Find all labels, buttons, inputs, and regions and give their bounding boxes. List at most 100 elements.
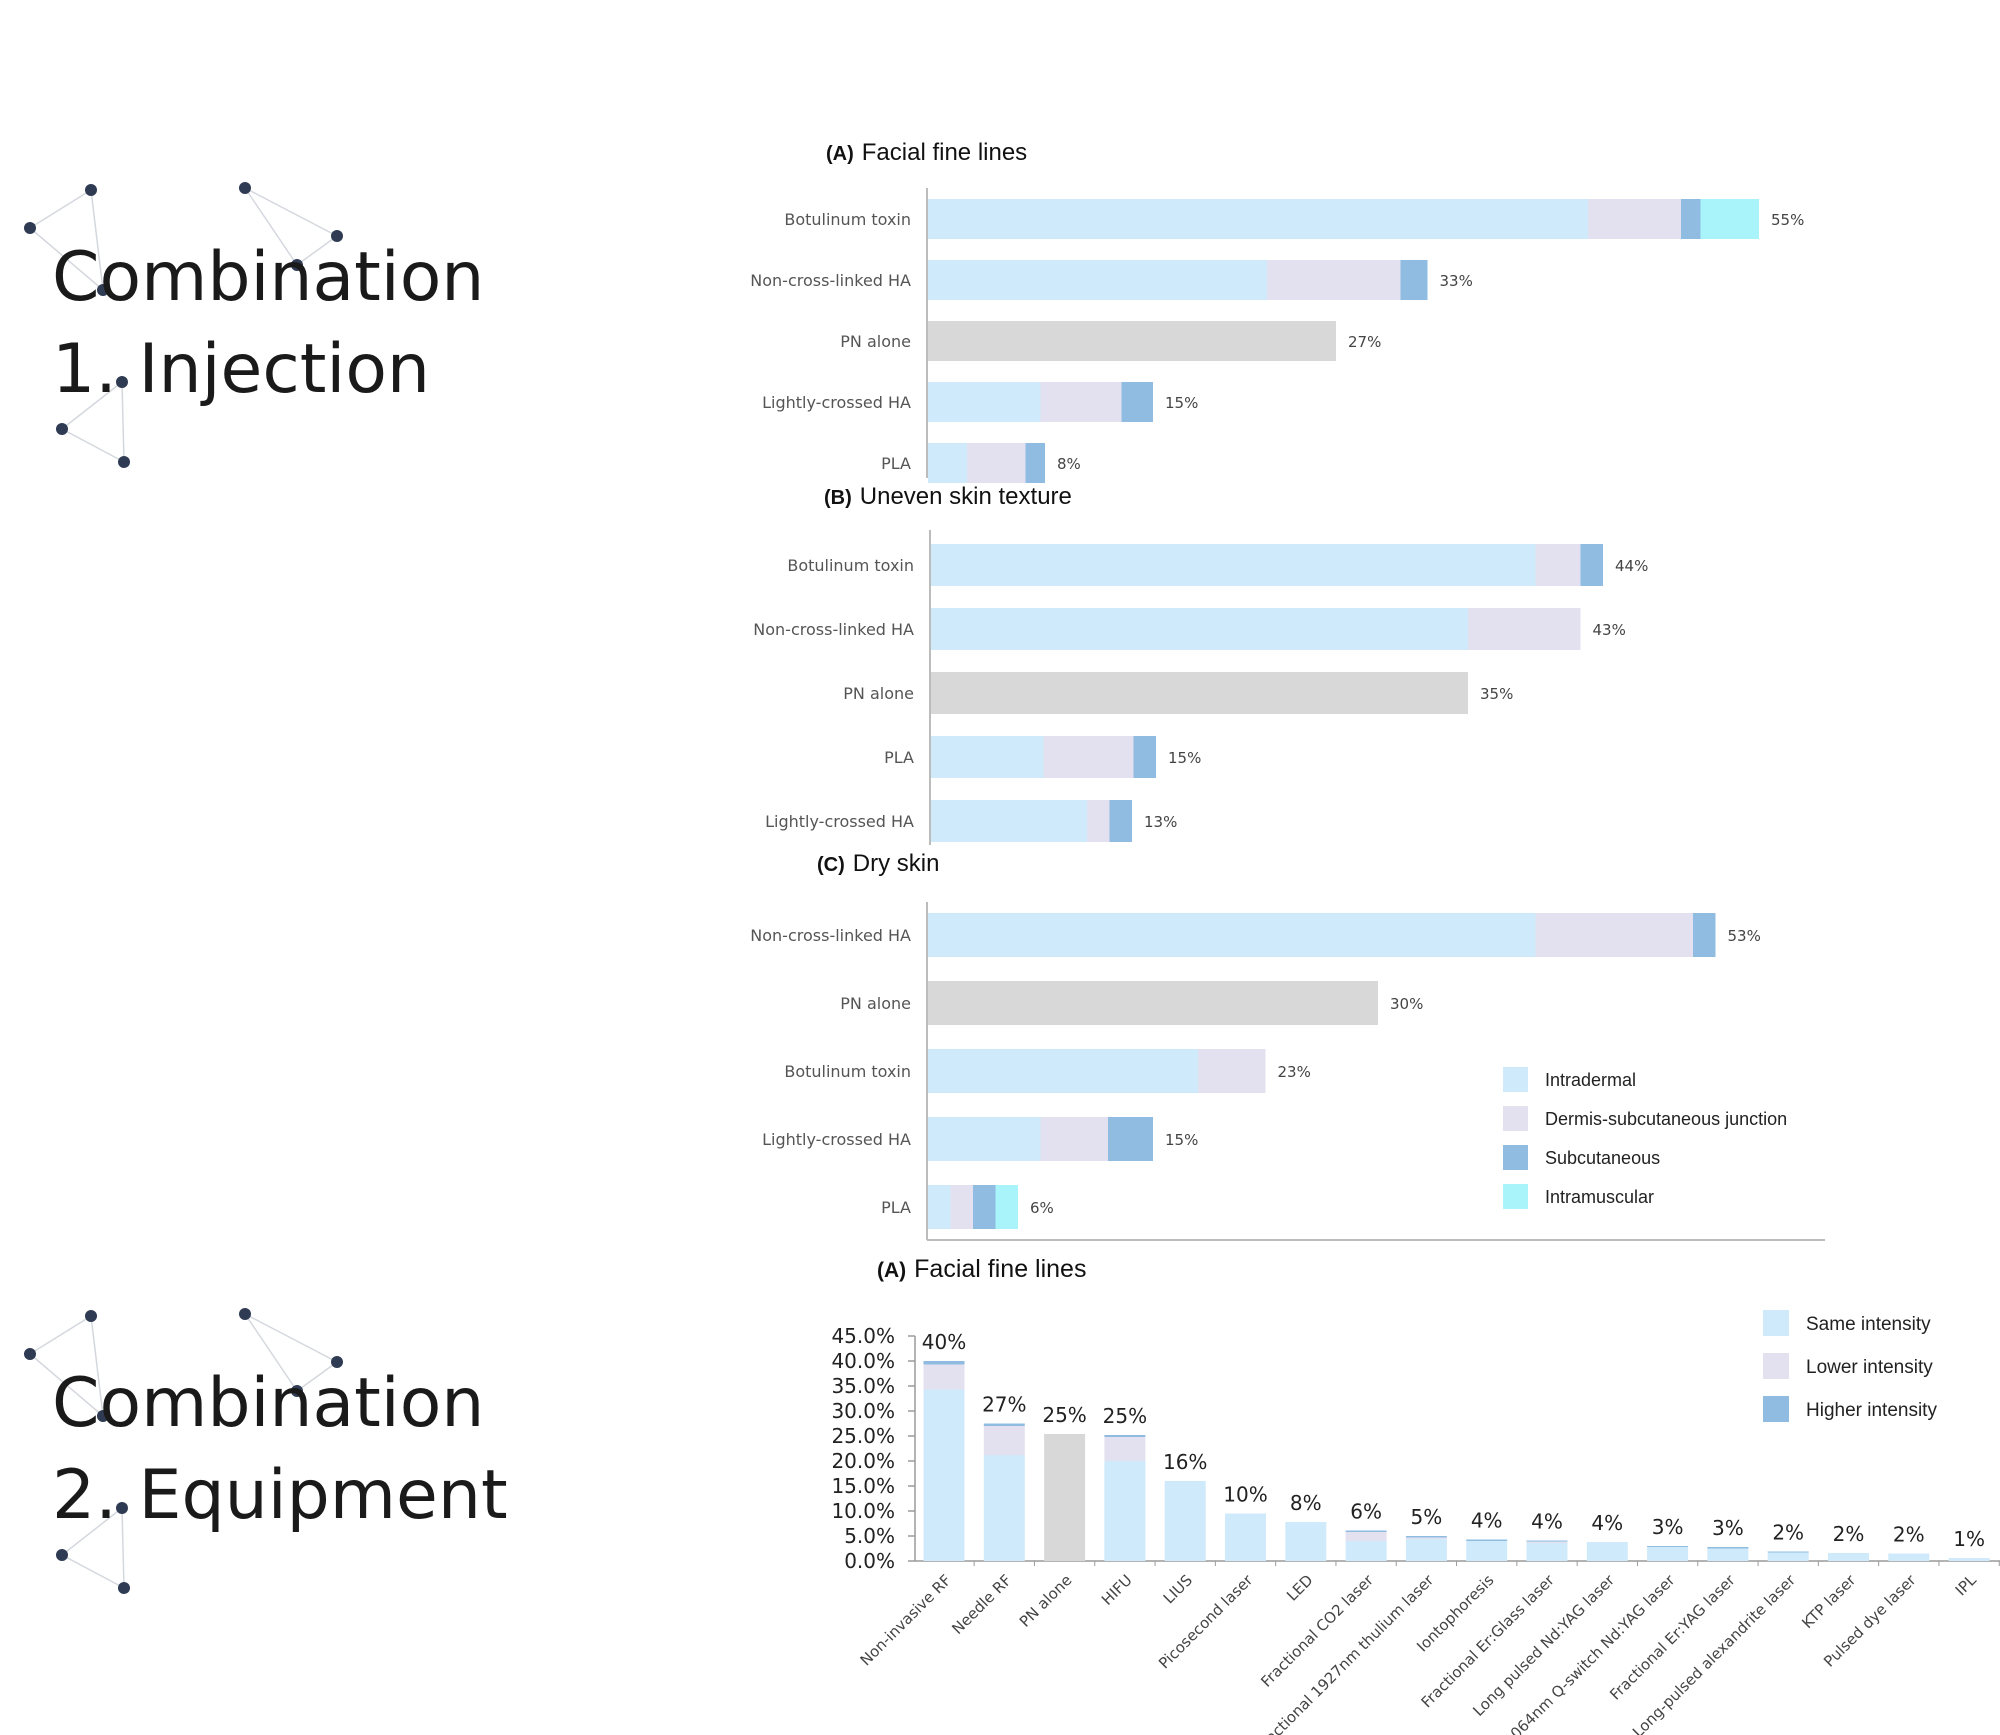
data-label: 23% bbox=[1278, 1063, 1311, 1081]
bar-segment-subcutaneous bbox=[1108, 1117, 1153, 1161]
legend-swatch-same_intensity bbox=[1763, 1310, 1789, 1336]
y-tick-label: 35.0% bbox=[831, 1374, 895, 1398]
category-label: Botulinum toxin bbox=[787, 556, 914, 575]
bar-segment-same_intensity bbox=[1647, 1547, 1689, 1561]
bar-segment-same_intensity bbox=[1526, 1543, 1568, 1561]
chart-title-text: Facial fine lines bbox=[862, 139, 1027, 166]
data-label: 33% bbox=[1440, 272, 1473, 290]
data-label: 5% bbox=[1411, 1505, 1443, 1529]
injection-legend: Intradermal Dermis-subcutaneous junction S… bbox=[1503, 1067, 1787, 1209]
bar-segment-higher_intensity bbox=[983, 1423, 1025, 1426]
bar-segment-same_intensity bbox=[1164, 1481, 1206, 1561]
data-label: 10% bbox=[1223, 1483, 1267, 1507]
bar-segment-subcutaneous bbox=[1693, 913, 1716, 957]
bar-segment-higher_intensity bbox=[1104, 1435, 1146, 1437]
data-label: 16% bbox=[1163, 1450, 1207, 1474]
y-tick-label: 45.0% bbox=[831, 1324, 895, 1348]
category-label: Non-cross-linked HA bbox=[750, 271, 911, 290]
bar-segment-higher_intensity bbox=[1405, 1536, 1447, 1538]
bar-segment-same_intensity bbox=[1707, 1548, 1749, 1561]
bar-segment-same_intensity bbox=[923, 1389, 965, 1561]
category-label: Fractional CO2 laser bbox=[1257, 1571, 1377, 1691]
bar-segment-junction bbox=[1198, 1049, 1266, 1093]
bar-segment-junction bbox=[1040, 1117, 1108, 1161]
bar-segment-same_intensity bbox=[1466, 1541, 1508, 1561]
legend-label: Dermis-subcutaneous junction bbox=[1545, 1109, 1787, 1129]
y-tick-label: 20.0% bbox=[831, 1449, 895, 1473]
bar-segment-subcutaneous bbox=[1025, 443, 1045, 483]
bar-segment-intradermal bbox=[928, 199, 1588, 239]
data-label: 6% bbox=[1030, 1199, 1054, 1217]
bar-segment-junction bbox=[1043, 736, 1134, 778]
chart-title: (C) Dry skin bbox=[817, 850, 939, 877]
category-label: PLA bbox=[881, 1198, 911, 1217]
bar-segment-subcutaneous bbox=[1580, 544, 1603, 586]
category-label: Lightly-crossed HA bbox=[762, 1130, 911, 1149]
bar-segment-same_intensity bbox=[1828, 1553, 1869, 1561]
bar-segment-higher_intensity bbox=[1767, 1551, 1809, 1553]
category-label: LED bbox=[1283, 1571, 1317, 1605]
bar-segment-same_intensity bbox=[1888, 1553, 1930, 1561]
data-label: 15% bbox=[1165, 1131, 1198, 1149]
bar-segment-junction bbox=[967, 443, 1026, 483]
bar-segment-same_intensity bbox=[1586, 1542, 1628, 1561]
bar-segment-junction bbox=[1267, 260, 1401, 300]
category-label: PN alone bbox=[1016, 1571, 1076, 1631]
bar-segment-subcutaneous bbox=[1109, 800, 1132, 842]
data-label: 1% bbox=[1953, 1527, 1985, 1551]
network-decoration-bottom bbox=[24, 1308, 343, 1594]
bar-segment-lower_intensity bbox=[1104, 1437, 1146, 1461]
bar-segment-pn_alone bbox=[928, 981, 1378, 1025]
chart-title: (A) Facial fine lines bbox=[877, 1255, 1086, 1283]
bar-segment-junction bbox=[1087, 800, 1110, 842]
data-label: 2% bbox=[1893, 1523, 1925, 1547]
section-title-equipment: Combination 2. Equipment bbox=[52, 1358, 508, 1542]
bar-segment-intradermal bbox=[931, 736, 1044, 778]
bar-segment-higher_intensity bbox=[1526, 1540, 1568, 1542]
injection-chart-a: (A) Facial fine lines Botulinum toxin 55% No… bbox=[750, 139, 1804, 483]
bar-segment-same_intensity bbox=[1285, 1522, 1327, 1561]
bar-segment-same_intensity bbox=[1948, 1558, 1990, 1561]
category-label: LIUS bbox=[1160, 1571, 1196, 1607]
bar-segment-intradermal bbox=[928, 260, 1267, 300]
bar-segment-pn_alone bbox=[928, 321, 1336, 361]
bar-segment-junction bbox=[950, 1185, 973, 1229]
data-label: 25% bbox=[1103, 1404, 1147, 1428]
category-label: Lightly-crossed HA bbox=[765, 812, 914, 831]
legend-swatch-junction bbox=[1503, 1106, 1528, 1131]
data-label: 40% bbox=[922, 1330, 966, 1354]
bar-segment-lower_intensity bbox=[923, 1364, 965, 1390]
bar-segment-intradermal bbox=[928, 382, 1041, 422]
data-label: 55% bbox=[1771, 211, 1804, 229]
data-label: 6% bbox=[1350, 1500, 1382, 1524]
section-title-line1: Combination bbox=[52, 1364, 485, 1443]
data-label: 30% bbox=[1390, 995, 1423, 1013]
equipment-legend: Same intensity Lower intensity Higher inte… bbox=[1763, 1310, 1937, 1422]
bar-segment-intradermal bbox=[931, 544, 1536, 586]
data-label: 43% bbox=[1593, 621, 1626, 639]
category-label: Botulinum toxin bbox=[784, 1062, 911, 1081]
bar-segment-higher_intensity bbox=[1707, 1547, 1749, 1549]
category-label: IPL bbox=[1952, 1571, 1981, 1600]
category-label: PLA bbox=[884, 748, 914, 767]
bar-segment-lower_intensity bbox=[1526, 1541, 1568, 1543]
data-label: 2% bbox=[1772, 1521, 1804, 1545]
bar-segment-subcutaneous bbox=[973, 1185, 996, 1229]
legend-label: Subcutaneous bbox=[1545, 1148, 1660, 1168]
legend-swatch-lower_intensity bbox=[1763, 1353, 1789, 1379]
bar-segment-intradermal bbox=[928, 443, 967, 483]
bar-segment-lower_intensity bbox=[1405, 1537, 1447, 1539]
chart-title-text: Uneven skin texture bbox=[860, 483, 1072, 510]
section-title-line2: 1. Injection bbox=[52, 330, 431, 409]
bar-segment-higher_intensity bbox=[1345, 1530, 1387, 1532]
injection-chart-b: (B) Uneven skin texture Botulinum toxin 44%… bbox=[753, 483, 1648, 845]
injection-chart-c: (C) Dry skin Non-cross-linked HA 53% PN alon… bbox=[750, 850, 1825, 1241]
category-label: Needle RF bbox=[948, 1571, 1015, 1638]
section-title-injection: Combination 1. Injection bbox=[52, 232, 484, 416]
chart-title-text: Dry skin bbox=[853, 850, 940, 877]
bar-segment-intramuscular bbox=[1700, 199, 1759, 239]
category-label: Botulinum toxin bbox=[784, 210, 911, 229]
category-label: KTP laser bbox=[1798, 1571, 1860, 1633]
data-label: 35% bbox=[1480, 685, 1513, 703]
